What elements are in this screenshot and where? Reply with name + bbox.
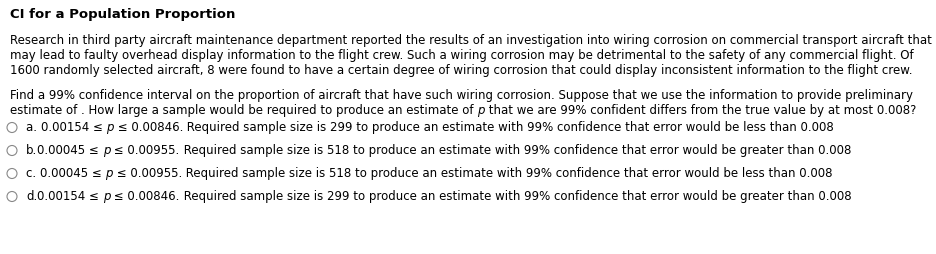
Text: ≤ 0.00846.: ≤ 0.00846. [110,190,180,203]
Text: that we are 99% confident differs from the true value by at most 0.008?: that we are 99% confident differs from t… [485,104,916,117]
Text: 0.00154 ≤: 0.00154 ≤ [37,190,103,203]
Text: p: p [103,190,110,203]
Text: p: p [107,121,114,134]
Text: 0.00045 ≤: 0.00045 ≤ [37,144,103,157]
Text: estimate of . How large a sample would be required to produce an estimate of: estimate of . How large a sample would b… [10,104,477,117]
Text: p: p [103,144,110,157]
Text: 0.00045 ≤: 0.00045 ≤ [40,167,106,180]
Text: Research in third party aircraft maintenance department reported the results of : Research in third party aircraft mainten… [10,34,932,47]
Text: c.: c. [26,167,40,180]
Text: Find a 99% confidence interval on the proportion of aircraft that have such wiri: Find a 99% confidence interval on the pr… [10,89,913,102]
Text: 0.00154 ≤: 0.00154 ≤ [41,121,107,134]
Text: Required sample size is 299 to produce an estimate with 99% confidence that erro: Required sample size is 299 to produce a… [183,121,834,134]
Text: p: p [477,104,485,117]
Text: 1600 randomly selected aircraft, 8 were found to have a certain degree of wiring: 1600 randomly selected aircraft, 8 were … [10,64,913,77]
Text: d.: d. [26,190,37,203]
Text: Required sample size is 518 to produce an estimate with 99% confidence that erro: Required sample size is 518 to produce a… [180,144,851,157]
Text: b.: b. [26,144,37,157]
Text: ≤ 0.00955.: ≤ 0.00955. [110,144,180,157]
Text: p: p [106,167,113,180]
Text: Required sample size is 518 to produce an estimate with 99% confidence that erro: Required sample size is 518 to produce a… [183,167,833,180]
Text: Required sample size is 299 to produce an estimate with 99% confidence that erro: Required sample size is 299 to produce a… [180,190,852,203]
Text: CI for a Population Proportion: CI for a Population Proportion [10,8,235,21]
Text: a.: a. [26,121,41,134]
Text: may lead to faulty overhead display information to the flight crew. Such a wirin: may lead to faulty overhead display info… [10,49,914,62]
Text: ≤ 0.00846.: ≤ 0.00846. [114,121,183,134]
Text: ≤ 0.00955.: ≤ 0.00955. [113,167,183,180]
